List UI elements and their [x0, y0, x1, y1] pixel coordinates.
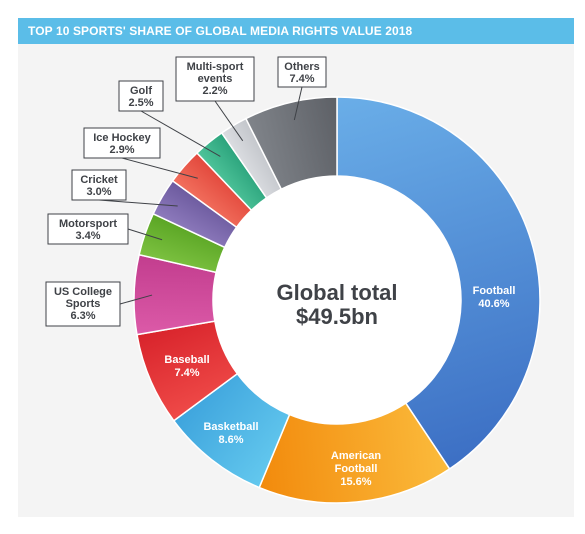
- callout-value-others: 7.4%: [289, 73, 314, 85]
- title-bar: TOP 10 SPORTS' SHARE OF GLOBAL MEDIA RIG…: [18, 18, 574, 44]
- leader-line-others: [293, 86, 303, 121]
- slice-label-football: Football: [473, 285, 516, 297]
- callout-value-golf: 2.5%: [128, 97, 153, 109]
- leader-line-golf: [140, 110, 221, 157]
- slice-label-baseball: Baseball: [164, 354, 209, 366]
- leader-line-ice-hockey: [121, 157, 198, 179]
- leader-line-motorsport: [127, 228, 163, 241]
- slice-value-baseball: 7.4%: [174, 367, 199, 379]
- callout-label-ice-hockey: Ice Hockey: [93, 132, 151, 144]
- slice-value-american-football: 15.6%: [340, 476, 371, 488]
- callout-label-cricket: Cricket: [80, 174, 118, 186]
- callout-label-motorsport: Motorsport: [59, 218, 117, 230]
- callout-label-golf: Golf: [130, 85, 152, 97]
- callout-box-cricket: [71, 169, 127, 201]
- callout-box-us-college-sports: [45, 281, 121, 327]
- callout-box-others: [277, 56, 327, 88]
- donut-hole: [213, 176, 461, 424]
- slice-label-american-football: Football: [335, 463, 378, 475]
- center-total-label: Global total: [277, 280, 398, 305]
- callout-value-ice-hockey: 2.9%: [109, 144, 134, 156]
- leader-line-cricket: [98, 199, 178, 207]
- callout-box-ice-hockey: [83, 127, 161, 159]
- callout-value-cricket: 3.0%: [86, 186, 111, 198]
- slice-value-basketball: 8.6%: [218, 434, 243, 446]
- callout-box-motorsport: [47, 213, 129, 245]
- callout-label-us-college-sports: US College: [54, 286, 112, 298]
- callout-value-multi-sport-events: 2.2%: [202, 85, 227, 97]
- callout-label-multi-sport-events: events: [198, 73, 233, 85]
- callout-value-motorsport: 3.4%: [75, 230, 100, 242]
- center-total-value: $49.5bn: [296, 304, 378, 329]
- leader-line-multi-sport-events: [214, 100, 244, 142]
- callout-label-others: Others: [284, 61, 319, 73]
- callout-box-golf: [118, 80, 164, 112]
- slice-label-american-football: American: [331, 450, 381, 462]
- callout-label-us-college-sports: Sports: [66, 298, 101, 310]
- chart-title: TOP 10 SPORTS' SHARE OF GLOBAL MEDIA RIG…: [28, 24, 413, 38]
- callout-box-multi-sport-events: [175, 56, 255, 102]
- slice-label-basketball: Basketball: [203, 421, 258, 433]
- slice-value-football: 40.6%: [478, 298, 509, 310]
- callout-value-us-college-sports: 6.3%: [70, 310, 95, 322]
- callout-label-multi-sport-events: Multi-sport: [187, 61, 244, 73]
- leader-line-us-college-sports: [119, 294, 153, 305]
